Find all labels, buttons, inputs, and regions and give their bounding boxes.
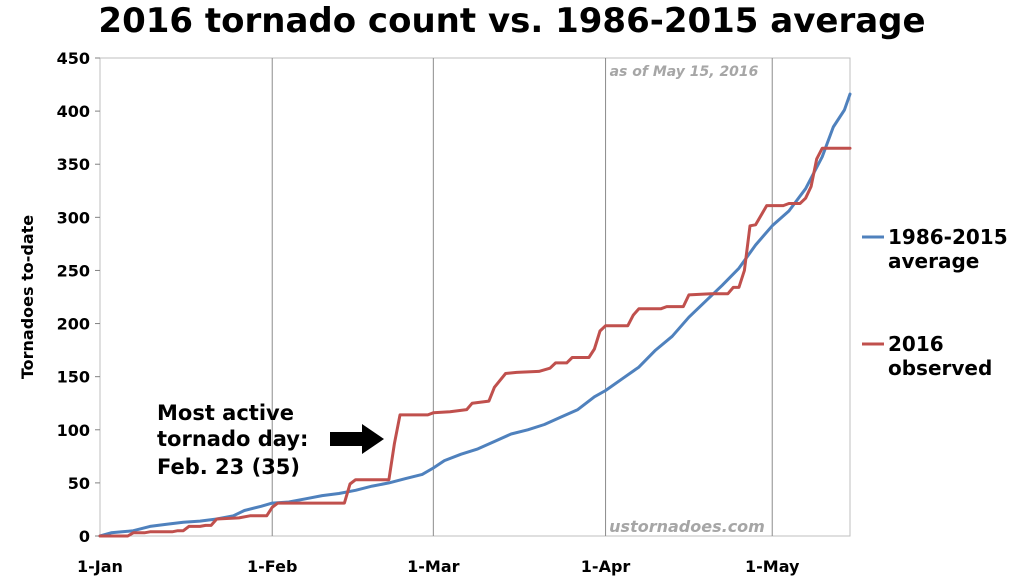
x-tick-label: 1-Jan (77, 557, 123, 576)
y-tick-label: 350 (57, 155, 90, 174)
y-tick-label: 200 (57, 315, 90, 334)
x-gridlines (271, 58, 773, 536)
y-axis-ticks: 0 50 100 150 200 250 300 350 400 450 (57, 49, 100, 546)
legend: 1986-2015 average 2016 observed (862, 225, 1008, 380)
y-axis-label: Tornadoes to-date (18, 215, 37, 379)
y-tick-label: 100 (57, 421, 90, 440)
as-of-note: as of May 15, 2016 (610, 64, 759, 80)
plot-area (99, 57, 851, 537)
annotation-line-2: tornado day: (157, 427, 308, 451)
series-line-observed (98, 146, 852, 538)
source-watermark: ustornadoes.com (609, 517, 765, 536)
annotation-arrow-icon (330, 424, 384, 454)
y-tick-label: 400 (57, 102, 90, 121)
y-tick-label: 150 (57, 368, 90, 387)
legend-label-average-line2: average (888, 249, 979, 273)
annotation-line-1: Most active (157, 401, 294, 425)
x-axis-ticks: 1-Jan 1-Feb 1-Mar 1-Apr 1-May (77, 557, 800, 576)
y-tick-label: 0 (79, 527, 90, 546)
x-tick-label: 1-Apr (581, 557, 631, 576)
chart-title: 2016 tornado count vs. 1986-2015 average (98, 1, 925, 41)
annotation-line-3: Feb. 23 (35) (157, 455, 300, 479)
x-tick-label: 1-Feb (247, 557, 297, 576)
y-tick-label: 50 (68, 474, 90, 493)
legend-label-average-line1: 1986-2015 (888, 225, 1008, 249)
annotation: Most active tornado day: Feb. 23 (35) (157, 401, 384, 479)
x-tick-label: 1-Mar (407, 557, 459, 576)
y-tick-label: 300 (57, 208, 90, 227)
y-tick-label: 250 (57, 261, 90, 280)
y-tick-label: 450 (57, 49, 90, 68)
legend-label-observed-line2: observed (888, 356, 992, 380)
series-layer (98, 92, 852, 538)
legend-label-observed-line1: 2016 (888, 332, 944, 356)
x-tick-label: 1-May (745, 557, 800, 576)
